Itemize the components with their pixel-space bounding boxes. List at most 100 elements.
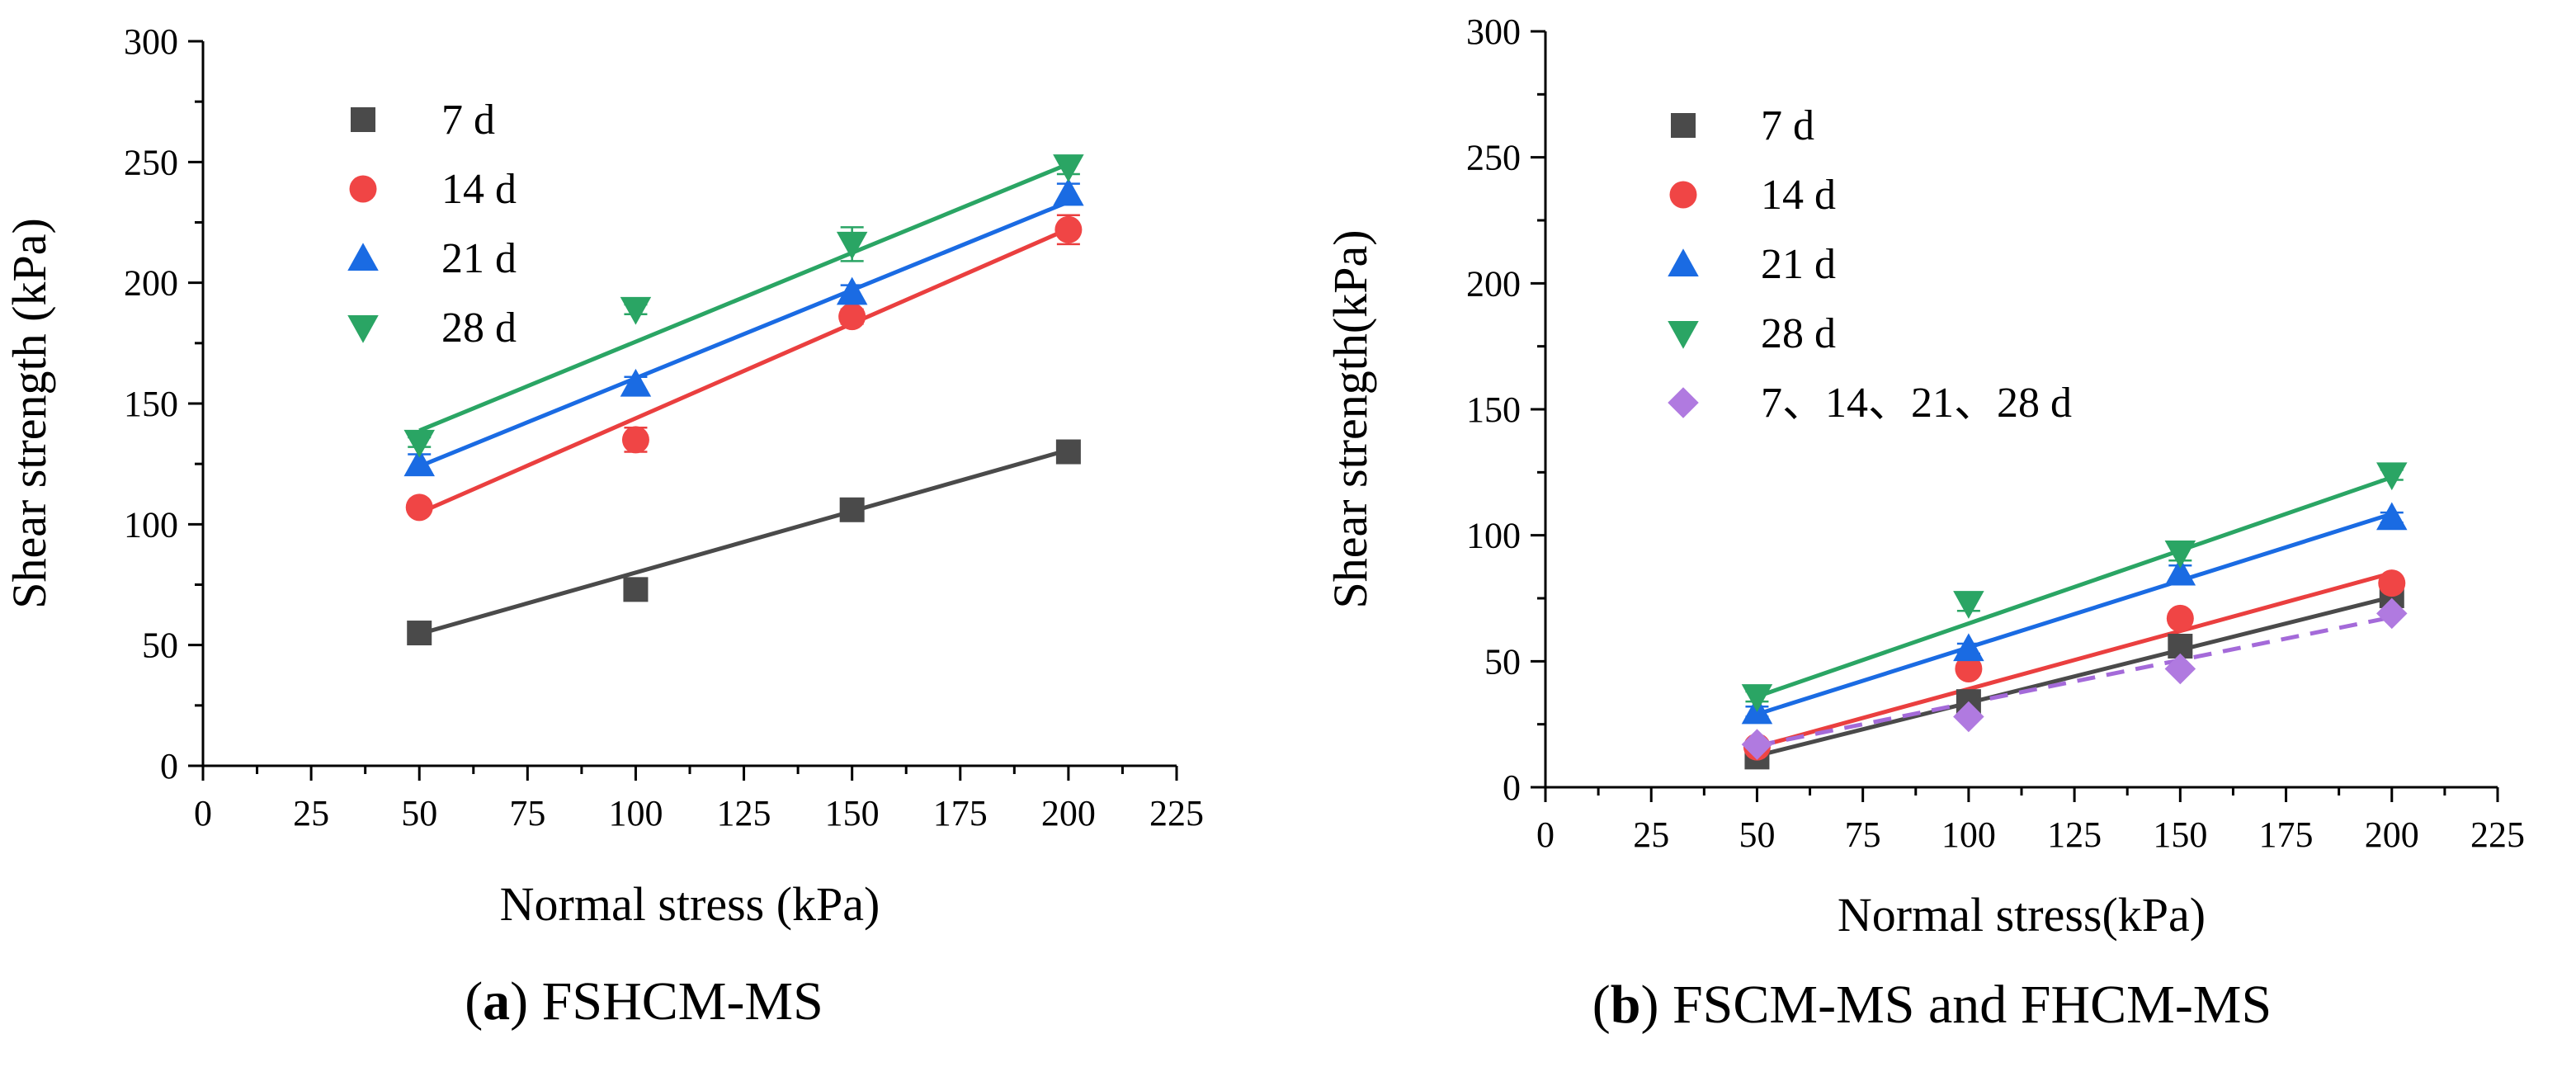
chart-b-y-tick-label: 300 <box>1466 12 1521 52</box>
chart-b-series-4-point-4 <box>2376 462 2408 491</box>
caption-b-close: ) <box>1640 975 1659 1035</box>
chart-a-series-4-point-2 <box>620 296 652 325</box>
caption-a-close: ) <box>510 971 529 1032</box>
chart-a-series-3-point-3 <box>836 276 868 305</box>
chart-a-y-axis-label: Shear strength (kPa) <box>2 218 56 609</box>
chart-a-series-4-point-4 <box>1053 154 1084 182</box>
caption-b-letter: b <box>1610 975 1641 1035</box>
caption-a-open: ( <box>465 971 484 1032</box>
chart-a-fit-line-series-3 <box>418 200 1069 469</box>
chart-b-legend-label-5: 7、14、21、28 d <box>1761 380 2072 427</box>
chart-b-series-3-point-3 <box>2164 557 2196 586</box>
chart-a-y-tick-label: 250 <box>124 142 178 182</box>
chart-a-y-tick-label: 100 <box>124 504 178 545</box>
chart-b-x-tick-label: 100 <box>1941 814 1996 855</box>
chart-a-y-tick-label: 0 <box>160 746 178 786</box>
chart-a-series-2-point-3 <box>838 303 866 331</box>
chart-a-series-1-point-4 <box>1055 439 1081 465</box>
chart-a-legend-label-4: 28 d <box>441 305 517 352</box>
chart-b-y-tick-label: 0 <box>1503 767 1521 808</box>
caption-a-text: FSHCM-MS <box>528 971 823 1032</box>
caption-a-letter: a <box>483 971 511 1032</box>
chart-a-legend-label-3: 21 d <box>441 235 517 282</box>
chart-b-legend-marker-4 <box>1668 321 1699 349</box>
chart-b-x-tick-label: 0 <box>1536 814 1555 855</box>
panel-b: 0 25 50 75 100 125 150 175 200 225 0 50 100 150 200 250… <box>1288 0 2576 1067</box>
caption-a: (a) FSHCM-MS <box>0 970 1288 1033</box>
chart-b-y-tick-label: 50 <box>1484 641 1521 682</box>
chart-b-y-tick-label: 100 <box>1466 516 1521 556</box>
chart-a-series-3-point-2 <box>620 368 652 397</box>
chart-a-x-tick-label: 175 <box>933 793 988 833</box>
chart-b-x-axis-label: Normal stress(kPa) <box>1838 888 2206 942</box>
chart-a-x-tick-label: 75 <box>509 793 545 833</box>
chart-b-y-tick-label: 200 <box>1466 263 1521 304</box>
chart-b-x-tick-label: 175 <box>2259 814 2314 855</box>
panel-a: 0 25 50 75 100 125 150 175 200 225 0 50 100 150 200 250… <box>0 21 1288 1033</box>
chart-a-y-tick-label: 50 <box>142 626 178 666</box>
chart-a-x-tick-label: 125 <box>717 793 771 833</box>
chart-a-x-tick-label: 150 <box>825 793 880 833</box>
chart-b-fit-line-series-3 <box>1756 512 2393 716</box>
chart-b-series-4-point-3 <box>2164 541 2196 569</box>
chart-b-y-tick-label: 250 <box>1466 138 1521 178</box>
chart-b-legend-marker-1 <box>1671 113 1696 138</box>
chart-b-series-2-point-4 <box>2378 569 2406 597</box>
chart-a-x-axis-label: Normal stress (kPa) <box>500 877 880 931</box>
chart-b-x-tick-label: 25 <box>1633 814 1669 855</box>
chart-b-series-5-point-3 <box>2164 653 2196 685</box>
chart-b-fit-line-series-1 <box>1756 595 2393 758</box>
chart-a-series-2-point-1 <box>405 493 433 522</box>
chart-b-series-3-point-4 <box>2376 502 2408 531</box>
chart-b-legend-label-1: 7 d <box>1761 102 1814 149</box>
chart-a-x-tick-label: 50 <box>401 793 437 833</box>
chart-a-series-2-point-4 <box>1054 215 1083 243</box>
chart-a-fit-line-series-1 <box>418 447 1069 636</box>
chart-a-fit-line-series-2 <box>418 227 1069 515</box>
chart-b-legend-marker-2 <box>1669 181 1697 209</box>
chart-a-legend-marker-4 <box>347 315 379 343</box>
chart-b-fit-line-series-4 <box>1756 475 2393 699</box>
chart-a-legend-marker-3 <box>347 243 379 271</box>
chart-a-legend-label-1: 7 d <box>441 97 495 144</box>
chart-a-y-tick-label: 300 <box>124 21 178 62</box>
chart-a: 0 25 50 75 100 125 150 175 200 225 0 50 100 150 200 250… <box>2 21 1204 931</box>
chart-a-x-tick-label: 25 <box>293 793 329 833</box>
caption-b: (b) FSCM-MS and FHCM-MS <box>1288 974 2576 1036</box>
chart-a-series-4-point-1 <box>403 429 435 458</box>
chart-b-y-tick-label: 150 <box>1466 390 1521 430</box>
chart-a-series-1-point-3 <box>839 497 865 522</box>
caption-b-text: FSCM-MS and FHCM-MS <box>1658 975 2272 1035</box>
chart-b-x-tick-label: 125 <box>2047 814 2102 855</box>
chart-b-series-2-point-3 <box>2166 604 2194 632</box>
chart-b-legend-marker-5 <box>1668 387 1699 418</box>
chart-b-legend-label-4: 28 d <box>1761 310 1836 357</box>
chart-a-series-3-point-4 <box>1053 177 1084 206</box>
chart-a-legend-marker-2 <box>349 175 377 203</box>
chart-b-x-tick-label: 225 <box>2470 814 2525 855</box>
chart-b-legend-label-3: 21 d <box>1761 241 1836 288</box>
chart-b-series-3-point-2 <box>1953 633 1984 662</box>
chart-a-fit-line-series-4 <box>418 162 1069 433</box>
chart-b: 0 25 50 75 100 125 150 175 200 225 0 50 100 150 200 250… <box>1323 12 2525 942</box>
chart-a-legend-marker-1 <box>351 107 375 132</box>
chart-b-fit-line-series-2 <box>1756 571 2393 749</box>
chart-b-fit-line-series-5 <box>1756 615 2393 748</box>
chart-a-x-tick-label: 0 <box>194 793 212 833</box>
chart-a-x-tick-label: 225 <box>1149 793 1204 833</box>
chart-a-series-4-point-3 <box>836 231 868 260</box>
chart-b-x-tick-label: 75 <box>1845 814 1881 855</box>
chart-a-series-1-point-1 <box>407 621 432 646</box>
chart-a-series-3-point-1 <box>403 448 435 477</box>
chart-b-series-4-point-2 <box>1953 591 1984 619</box>
chart-b-series-2-point-2 <box>1955 654 1983 682</box>
chart-a-x-tick-label: 200 <box>1041 793 1096 833</box>
chart-a-x-tick-label: 100 <box>608 793 663 833</box>
caption-b-open: ( <box>1592 975 1611 1035</box>
chart-b-y-axis-label: Shear strength(kPa) <box>1323 229 1377 608</box>
chart-a-legend-label-2: 14 d <box>441 166 517 213</box>
chart-b-x-tick-label: 50 <box>1739 814 1775 855</box>
chart-b-x-tick-label: 200 <box>2365 814 2419 855</box>
chart-b-series-4-point-1 <box>1741 684 1773 712</box>
chart-a-y-tick-label: 150 <box>124 384 178 424</box>
